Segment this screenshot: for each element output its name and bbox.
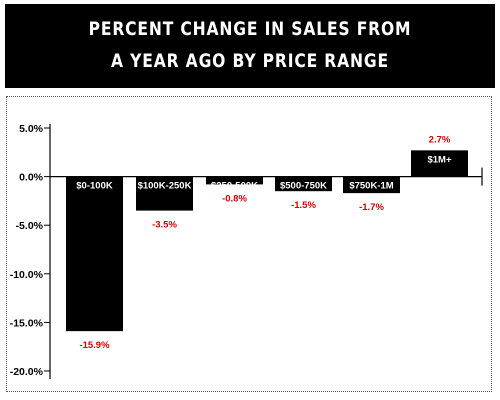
bars: [66, 150, 468, 332]
y-tick-label: 0.0%: [19, 172, 44, 184]
labels: $0-100K -15.9% $100K-250K -3.5% $250-500K-0.…: [76, 134, 452, 351]
category-label: $500-750K: [280, 181, 327, 192]
category-label: $250-500K: [211, 181, 258, 192]
y-tick-label: -20.0%: [10, 366, 44, 378]
bar-250500k: [206, 176, 263, 185]
value-label: -1.5%: [291, 200, 316, 211]
chart-title-line-1: PERCENT CHANGE IN SALES FROM: [88, 18, 412, 40]
bar-0100k: [66, 176, 123, 332]
y-tick-label: -15.0%: [10, 317, 44, 329]
bar-100k250k: [136, 176, 193, 211]
value-label: 2.7%: [429, 134, 451, 145]
value-label: -0.8%: [222, 193, 247, 204]
value-label: -1.7%: [359, 202, 384, 213]
value-label: -3.5%: [152, 220, 177, 231]
bar-750k1m: [343, 176, 400, 194]
chart-title-line-2: A YEAR AGO BY PRICE RANGE: [111, 50, 389, 72]
category-label: $1M+: [427, 155, 451, 166]
plot-frame: [6, 96, 492, 392]
value-label: -15.9%: [79, 340, 110, 351]
category-label: $100K-250K: [138, 181, 192, 192]
bar-1m: [411, 150, 468, 177]
y-tick-label: -5.0%: [16, 220, 44, 232]
chart-title-banner: PERCENT CHANGE IN SALES FROM A YEAR AGO …: [5, 4, 495, 88]
bar-500750k: [275, 176, 332, 192]
category-label: $0-100K: [76, 181, 113, 192]
y-tick-label: -10.0%: [10, 269, 44, 281]
category-label: $750K-1M: [349, 181, 393, 192]
y-tick-label: 5.0%: [19, 123, 44, 135]
